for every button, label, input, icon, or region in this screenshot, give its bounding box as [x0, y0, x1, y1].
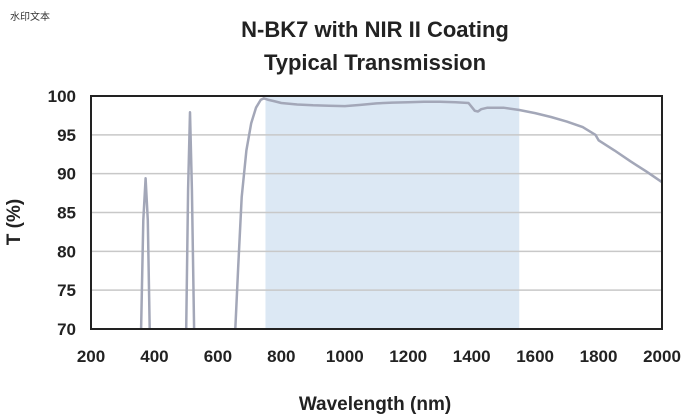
y-axis-label: T (%) — [4, 199, 25, 245]
series-line-segment-3 — [234, 97, 662, 329]
chart-title-line2: Typical Transmission — [264, 50, 486, 75]
y-tick-label-95: 95 — [57, 126, 76, 145]
x-tick-label-1800: 1800 — [580, 347, 618, 366]
series-line-segment-1 — [139, 177, 151, 329]
y-tick-label-90: 90 — [57, 165, 76, 184]
y-tick-label-80: 80 — [57, 242, 76, 261]
chart-title-line1: N-BK7 with NIR II Coating — [241, 17, 509, 42]
plot-frame — [90, 95, 663, 330]
x-axis-label: Wavelength (nm) — [299, 394, 451, 415]
x-tick-label-2000: 2000 — [643, 347, 681, 366]
x-tick-label-1600: 1600 — [516, 347, 554, 366]
y-tick-label-75: 75 — [57, 281, 76, 300]
y-tick-label-100: 100 — [48, 87, 76, 106]
x-tick-label-200: 200 — [77, 347, 105, 366]
x-tick-label-1000: 1000 — [326, 347, 364, 366]
x-tick-label-400: 400 — [140, 347, 168, 366]
x-tick-label-1200: 1200 — [389, 347, 427, 366]
series-line-layer — [139, 97, 662, 329]
x-tick-label-1400: 1400 — [453, 347, 491, 366]
y-tick-label-85: 85 — [57, 204, 76, 223]
tick-label-layer: 200 400 600 800 1000 1200 1400 1600 1800 2000 70 75… — [48, 87, 681, 366]
series-line-segment-2 — [184, 111, 196, 329]
x-tick-label-600: 600 — [204, 347, 232, 366]
y-tick-label-70: 70 — [57, 320, 76, 339]
x-tick-label-800: 800 — [267, 347, 295, 366]
watermark-text: 水印文本 — [10, 12, 50, 23]
